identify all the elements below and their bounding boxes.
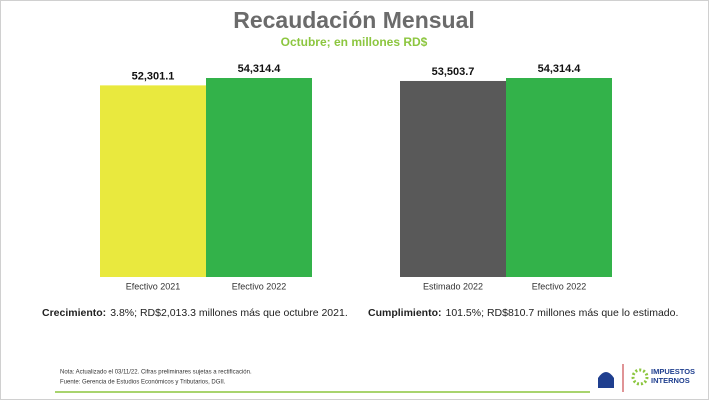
logo-text: INTERNOS bbox=[651, 376, 690, 385]
bar bbox=[100, 85, 206, 277]
bar bbox=[506, 78, 612, 277]
value-label: 54,314.4 bbox=[538, 63, 582, 75]
logo: IMPUESTOS INTERNOS bbox=[598, 364, 695, 392]
note: Nota: Actualizado el 03/11/22. Cifras pr… bbox=[60, 370, 252, 376]
category-label: Efectivo 2022 bbox=[232, 281, 287, 291]
annotation: Crecimiento: 3.8%; RD$2,013.3 millones má… bbox=[42, 307, 348, 319]
annotation-label: Cumplimiento: bbox=[368, 307, 442, 319]
source: Fuente: Gerencia de Estudios Económicos … bbox=[60, 380, 226, 386]
logo-mark bbox=[631, 368, 649, 386]
annotation-text: 3.8%; RD$2,013.3 millones más que octubr… bbox=[110, 307, 348, 319]
logo-text: IMPUESTOS bbox=[651, 367, 695, 376]
bar bbox=[206, 78, 312, 277]
annotation: Cumplimiento: 101.5%; RD$810.7 millones m… bbox=[368, 307, 678, 319]
category-label: Efectivo 2021 bbox=[126, 281, 181, 291]
category-label: Efectivo 2022 bbox=[532, 281, 587, 291]
title: Recaudación Mensual bbox=[233, 7, 475, 33]
value-label: 53,503.7 bbox=[432, 66, 475, 78]
category-label: Estimado 2022 bbox=[423, 281, 483, 291]
value-label: 52,301.1 bbox=[132, 70, 175, 82]
annotation-text: 101.5%; RD$810.7 millones más que lo est… bbox=[446, 307, 679, 319]
annotation-label: Crecimiento: bbox=[42, 307, 106, 319]
bar bbox=[400, 80, 506, 278]
value-label: 54,314.4 bbox=[238, 63, 282, 75]
subtitle: Octubre; en millones RD$ bbox=[281, 35, 428, 49]
logo-emblem bbox=[598, 372, 614, 388]
